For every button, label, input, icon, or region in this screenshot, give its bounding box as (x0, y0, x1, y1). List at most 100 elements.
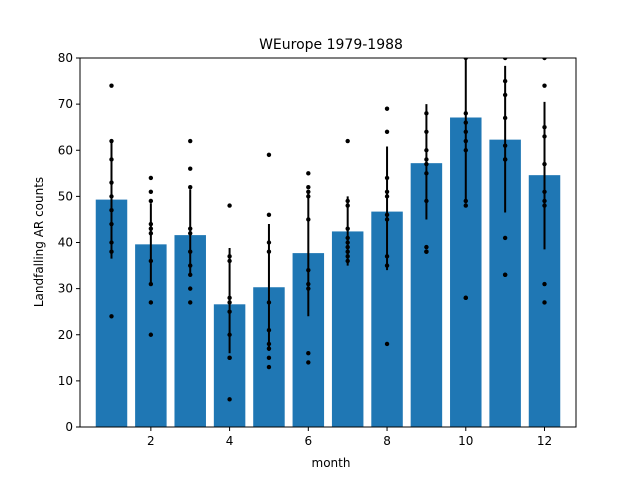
y-tick-label: 40 (58, 236, 73, 250)
data-point-month-2 (148, 221, 154, 227)
data-point-month-2 (148, 332, 154, 337)
data-point-month-7 (345, 258, 350, 264)
data-point-month-10 (463, 198, 468, 204)
y-tick-label: 70 (58, 97, 73, 111)
data-point-month-6 (306, 217, 311, 222)
data-point-month-9 (424, 157, 429, 162)
data-point-month-5 (266, 346, 272, 351)
data-point-month-11 (502, 272, 508, 277)
data-point-month-3 (188, 166, 193, 171)
data-point-month-9 (424, 171, 429, 176)
data-point-month-1 (109, 314, 114, 319)
data-point-month-8 (384, 194, 390, 199)
data-point-month-3 (188, 231, 193, 236)
data-point-month-12 (542, 281, 547, 287)
data-point-month-11 (502, 235, 508, 241)
data-point-month-11 (502, 92, 508, 98)
data-point-month-12 (542, 83, 547, 88)
data-point-month-9 (424, 148, 429, 153)
data-point-month-10 (463, 295, 468, 301)
data-point-month-8 (384, 129, 390, 134)
data-point-month-5 (266, 212, 272, 218)
data-point-month-8 (384, 254, 390, 259)
data-point-month-6 (306, 286, 311, 291)
data-point-month-6 (306, 194, 311, 199)
data-point-month-1 (109, 83, 114, 88)
data-point-month-10 (463, 148, 468, 153)
y-axis-label: Landfalling AR counts (32, 177, 46, 307)
data-point-month-5 (266, 300, 272, 305)
data-point-month-9 (424, 111, 429, 116)
data-point-month-6 (306, 360, 311, 365)
data-point-month-7 (345, 226, 350, 231)
data-point-month-6 (306, 351, 311, 356)
data-point-month-12 (542, 189, 547, 194)
data-point-month-7 (345, 235, 350, 241)
data-point-month-11 (502, 58, 508, 61)
data-point-month-6 (306, 189, 311, 194)
data-point-month-7 (345, 198, 350, 204)
plot-area: 2 4 6 8 10 12 0 10 20 30 40 50 60 70 80 (58, 51, 577, 448)
data-point-month-7 (345, 203, 350, 208)
data-point-month-3 (188, 226, 193, 231)
data-point-month-4 (227, 203, 232, 208)
data-point-month-5 (266, 364, 272, 370)
data-point-month-3 (188, 249, 193, 254)
data-point-month-10 (463, 58, 468, 61)
data-point-month-4 (227, 397, 232, 402)
data-point-month-9 (424, 198, 429, 204)
data-point-month-12 (542, 203, 547, 208)
data-point-month-12 (542, 161, 547, 167)
data-point-month-9 (424, 129, 429, 134)
data-point-month-8 (384, 263, 390, 268)
data-point-month-6 (306, 171, 311, 176)
data-point-month-9 (424, 161, 429, 167)
data-point-month-7 (345, 240, 350, 245)
data-point-month-12 (542, 300, 547, 305)
data-point-month-7 (345, 244, 350, 250)
x-axis-label: month (312, 456, 351, 470)
x-tick-label: 8 (383, 434, 391, 448)
data-point-month-8 (384, 212, 390, 218)
data-point-month-7 (345, 254, 350, 259)
data-point-month-4 (227, 332, 232, 337)
x-tick-label: 10 (458, 434, 473, 448)
data-point-month-1 (109, 180, 114, 185)
data-point-month-5 (266, 355, 272, 361)
data-point-month-12 (542, 58, 547, 61)
data-point-month-8 (384, 189, 390, 194)
data-point-month-1 (109, 157, 114, 162)
data-point-month-3 (188, 272, 193, 277)
data-point-month-4 (227, 300, 232, 305)
data-point-month-5 (266, 341, 272, 347)
data-point-month-5 (266, 152, 272, 158)
data-point-month-4 (227, 258, 232, 264)
data-point-month-11 (502, 143, 508, 148)
data-point-month-3 (188, 138, 193, 144)
data-point-month-3 (188, 300, 193, 305)
x-tick-label: 4 (226, 434, 234, 448)
x-tick-label: 2 (147, 434, 155, 448)
data-point-month-9 (424, 244, 429, 250)
data-point-month-10 (463, 111, 468, 116)
data-point-month-4 (227, 295, 232, 301)
data-point-month-4 (227, 309, 232, 314)
y-tick-label: 80 (58, 51, 73, 65)
data-point-month-7 (345, 138, 350, 144)
data-point-month-12 (542, 134, 547, 139)
y-tick-label: 50 (58, 189, 73, 203)
data-point-month-2 (148, 231, 154, 236)
data-point-month-3 (188, 286, 193, 291)
data-point-month-2 (148, 300, 154, 305)
data-point-month-9 (424, 249, 429, 254)
data-point-month-7 (345, 249, 350, 254)
data-point-month-6 (306, 281, 311, 287)
data-point-month-6 (306, 184, 311, 190)
data-point-month-2 (148, 175, 154, 181)
y-tick-label: 20 (58, 328, 73, 342)
data-point-month-2 (148, 226, 154, 231)
data-point-month-2 (148, 198, 154, 204)
data-point-month-3 (188, 263, 193, 268)
x-tick-label: 6 (304, 434, 312, 448)
